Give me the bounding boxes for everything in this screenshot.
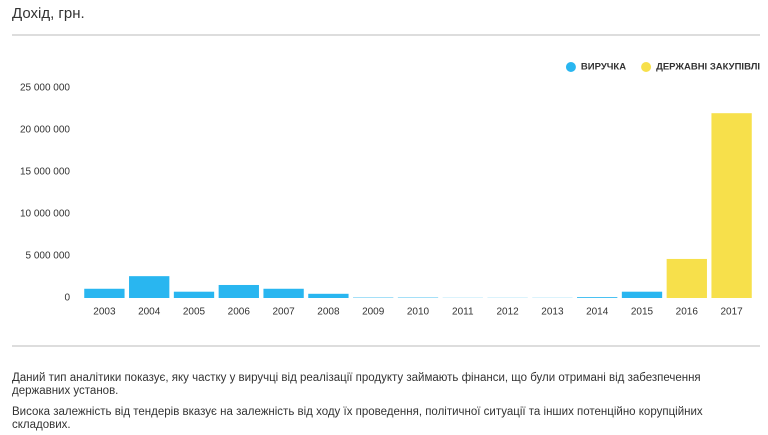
legend-marker — [641, 62, 652, 72]
x-tick-label: 2005 — [183, 307, 206, 318]
bar — [711, 113, 752, 298]
legend-label: ДЕРЖАВНІ ЗАКУПІВЛІ — [656, 62, 760, 73]
legend-marker — [565, 62, 576, 72]
x-tick-label: 2007 — [272, 307, 295, 318]
x-tick-label: 2003 — [93, 307, 116, 318]
bar — [263, 288, 304, 298]
x-tick-label: 2012 — [496, 307, 519, 318]
bar — [129, 276, 170, 298]
x-tick-label: 2010 — [407, 307, 430, 318]
x-tick-label: 2013 — [541, 307, 564, 318]
separator — [12, 345, 760, 347]
legend-label: ВИРУЧКА — [581, 62, 626, 73]
x-tick-label: 2009 — [362, 307, 385, 318]
bar — [308, 293, 349, 298]
y-tick-label: 15 000 000 — [20, 167, 70, 178]
bar — [621, 291, 663, 298]
description: Даний тип аналітики показує, яку частку … — [12, 372, 701, 397]
chart: Дохід, грн. 0 5 000 000 10 000 000 15 000 0… — [12, 5, 760, 318]
bar — [173, 291, 215, 298]
description: Висока залежність від тендерів вказує на… — [12, 406, 703, 431]
x-tick-label: 2004 — [138, 307, 161, 318]
chart-title: Дохід, грн. — [12, 5, 85, 22]
y-tick-label: 10 000 000 — [20, 209, 70, 220]
y-tick-label: 5 000 000 — [26, 251, 71, 262]
x-tick-label: 2014 — [586, 307, 609, 318]
x-tick-label: 2017 — [720, 307, 743, 318]
bar — [218, 284, 259, 298]
x-tick-label: 2015 — [631, 307, 654, 318]
y-tick-label: 20 000 000 — [20, 125, 70, 136]
x-tick-label: 2011 — [452, 307, 474, 318]
bar — [84, 288, 125, 298]
x-tick-label: 2016 — [676, 307, 699, 318]
bar — [577, 297, 618, 298]
x-tick-label: 2008 — [317, 307, 340, 318]
bar — [666, 258, 707, 298]
x-tick-label: 2006 — [228, 307, 251, 318]
y-tick-label: 25 000 000 — [20, 83, 70, 94]
y-tick-label: 0 — [64, 293, 70, 304]
